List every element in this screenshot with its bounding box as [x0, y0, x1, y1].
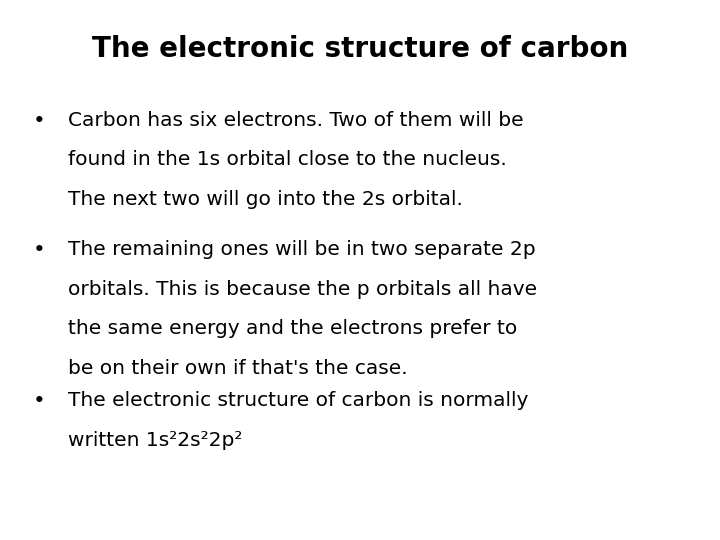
Text: the same energy and the electrons prefer to: the same energy and the electrons prefer…	[68, 319, 518, 338]
Text: •: •	[33, 240, 46, 260]
Text: orbitals. This is because the p orbitals all have: orbitals. This is because the p orbitals…	[68, 280, 538, 299]
Text: The remaining ones will be in two separate 2p: The remaining ones will be in two separa…	[68, 240, 536, 259]
Text: •: •	[33, 111, 46, 131]
Text: written 1s²2s²2p²: written 1s²2s²2p²	[68, 431, 243, 450]
Text: The electronic structure of carbon: The electronic structure of carbon	[92, 35, 628, 63]
Text: found in the 1s orbital close to the nucleus.: found in the 1s orbital close to the nuc…	[68, 150, 507, 169]
Text: Carbon has six electrons. Two of them will be: Carbon has six electrons. Two of them wi…	[68, 111, 524, 130]
Text: be on their own if that's the case.: be on their own if that's the case.	[68, 359, 408, 377]
Text: The electronic structure of carbon is normally: The electronic structure of carbon is no…	[68, 392, 528, 410]
Text: The next two will go into the 2s orbital.: The next two will go into the 2s orbital…	[68, 190, 463, 208]
Text: •: •	[33, 392, 46, 411]
